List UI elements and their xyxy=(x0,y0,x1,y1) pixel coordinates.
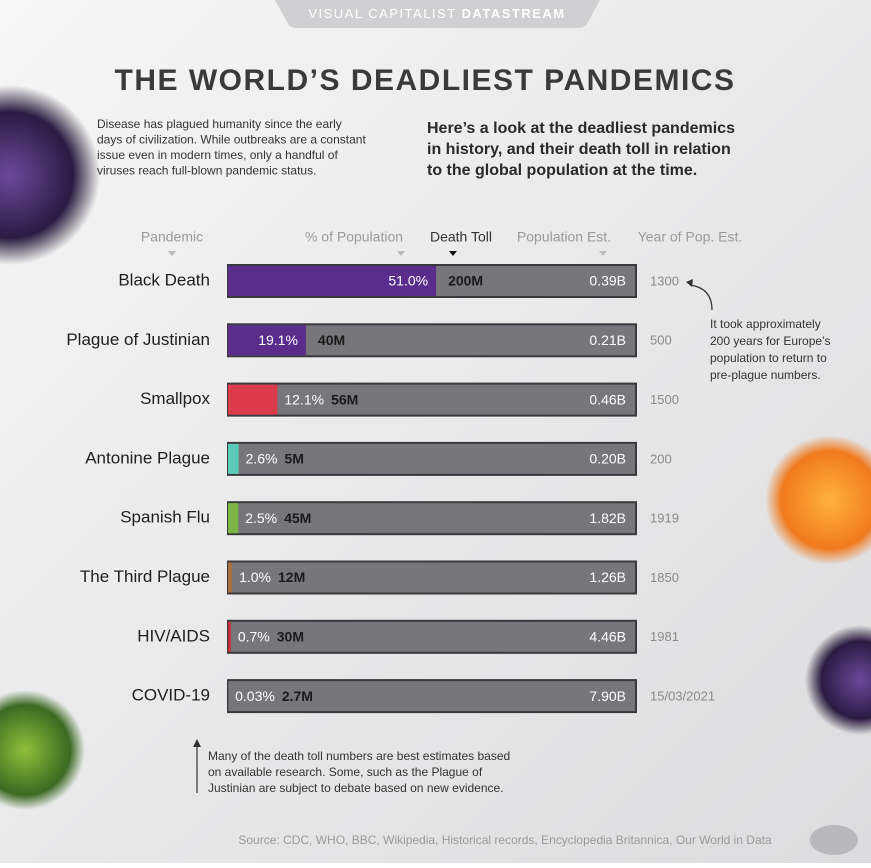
year-label: 500 xyxy=(650,333,672,348)
virus-decoration xyxy=(765,435,871,565)
year-label: 200 xyxy=(650,451,672,466)
subtitle-line: in history, and their death toll in rela… xyxy=(427,141,731,158)
chart-title: THE WORLD’S DEADLIEST PANDEMICS xyxy=(115,64,736,97)
category-label: Antonine Plague xyxy=(85,448,210,467)
annotation-line: pre-plague numbers. xyxy=(710,368,821,382)
brand-logo xyxy=(810,825,858,855)
bar-track xyxy=(227,679,637,714)
annotation-line: population to return to xyxy=(710,351,827,365)
intro-line: issue even in modern times, only a handf… xyxy=(97,148,338,162)
year-label: 1850 xyxy=(650,570,679,585)
year-label: 15/03/2021 xyxy=(650,689,715,704)
death-toll-label: 56M xyxy=(331,391,358,407)
column-header: % of Population xyxy=(305,229,403,245)
category-label: Plague of Justinian xyxy=(66,330,210,349)
population-label: 0.39B xyxy=(589,273,626,289)
brand: VISUAL CAPITALIST DATASTREAM xyxy=(308,6,565,21)
sort-marker xyxy=(599,251,607,256)
population-label: 0.21B xyxy=(589,332,626,348)
category-label: Black Death xyxy=(118,270,210,289)
bar xyxy=(228,681,229,712)
percent-label: 12.1% xyxy=(284,391,324,407)
virus-decoration xyxy=(0,690,85,810)
brand-product: DATASTREAM xyxy=(462,6,566,21)
population-label: 0.46B xyxy=(589,391,626,407)
intro-line: viruses reach full-blown pandemic status… xyxy=(97,164,316,178)
annotation-arrowhead xyxy=(686,279,693,287)
intro-line: days of civilization. While outbreaks ar… xyxy=(97,133,366,147)
bar-track xyxy=(227,382,637,417)
subtitle-line: to the global population at the time. xyxy=(427,162,697,179)
note-line: Justinian are subject to debate based on… xyxy=(208,781,504,795)
percent-label: 0.03% xyxy=(235,688,275,704)
note-line: Many of the death toll numbers are best … xyxy=(208,749,510,763)
virus-decoration xyxy=(0,85,100,265)
virus-decoration xyxy=(805,625,871,735)
intro: Disease has plagued humanity since the e… xyxy=(97,117,366,178)
brand-name: VISUAL CAPITALIST xyxy=(308,6,456,21)
category-label: COVID-19 xyxy=(132,686,210,705)
category-label: HIV/AIDS xyxy=(137,626,210,645)
death-toll-label: 5M xyxy=(285,451,304,467)
year-label: 1919 xyxy=(650,511,679,526)
death-toll-label: 12M xyxy=(278,569,305,585)
sort-marker xyxy=(168,251,176,256)
percent-label: 0.7% xyxy=(238,629,270,645)
bar xyxy=(228,325,306,356)
subtitle: Here’s a look at the deadliest pandemics… xyxy=(427,120,735,179)
note-line: on available research. Some, such as the… xyxy=(208,765,483,779)
population-label: 1.82B xyxy=(589,510,626,526)
death-toll-label: 2.7M xyxy=(282,688,313,704)
year-label: 1981 xyxy=(650,629,679,644)
percent-label: 2.5% xyxy=(245,510,277,526)
note-arrowhead xyxy=(193,739,201,747)
source: Source: CDC, WHO, BBC, Wikipedia, Histor… xyxy=(238,833,772,847)
population-label: 1.26B xyxy=(589,569,626,585)
death-toll-label: 40M xyxy=(318,332,345,348)
death-toll-label: 30M xyxy=(277,629,304,645)
death-toll-label: 200M xyxy=(448,273,483,289)
annotation-line: 200 years for Europe’s xyxy=(710,334,831,348)
intro-line: Disease has plagued humanity since the e… xyxy=(97,117,342,131)
category-label: Smallpox xyxy=(140,389,210,408)
population-label: 0.20B xyxy=(589,451,626,467)
death-toll-label: 45M xyxy=(284,510,311,526)
plot: Pandemic % of Population Death Toll Populat… xyxy=(66,229,743,714)
bar xyxy=(228,503,239,534)
bar xyxy=(228,562,233,593)
sort-marker xyxy=(449,251,457,256)
sort-marker xyxy=(397,251,405,256)
category-label: The Third Plague xyxy=(80,567,210,586)
year-label: 1300 xyxy=(650,273,679,288)
percent-label: 1.0% xyxy=(239,569,271,585)
column-header: Pandemic xyxy=(141,229,203,245)
bar-track xyxy=(227,619,637,654)
population-label: 7.90B xyxy=(589,688,626,704)
category-label: Spanish Flu xyxy=(120,508,210,527)
brand-banner xyxy=(275,0,600,28)
subtitle-line: Here’s a look at the deadliest pandemics xyxy=(427,120,735,137)
percent-label: 19.1% xyxy=(258,332,298,348)
bar xyxy=(228,384,278,415)
bar xyxy=(228,621,231,652)
column-header: Death Toll xyxy=(430,229,492,245)
percent-label: 51.0% xyxy=(388,273,428,289)
population-label: 4.46B xyxy=(589,629,626,645)
bar-track xyxy=(227,501,637,536)
column-header: Population Est. xyxy=(517,229,611,245)
column-header: Year of Pop. Est. xyxy=(638,229,743,245)
year-label: 1500 xyxy=(650,392,679,407)
annotation-arrow xyxy=(689,284,713,311)
annotation-line: It took approximately xyxy=(710,317,821,331)
bar xyxy=(228,443,239,474)
bar-track xyxy=(227,441,637,476)
percent-label: 2.6% xyxy=(246,451,278,467)
bar xyxy=(228,266,437,296)
